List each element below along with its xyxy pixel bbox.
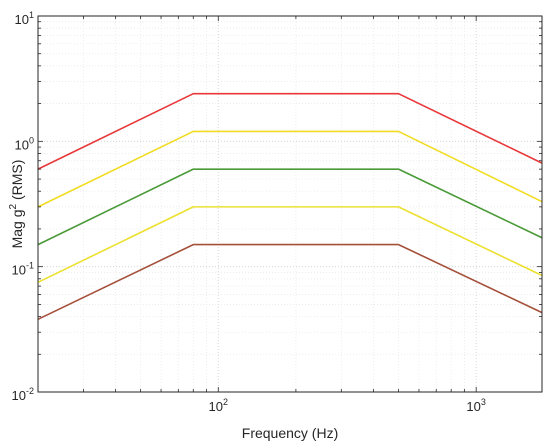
x-tick-label-base: 10 — [209, 399, 223, 414]
y-tick-label: 101 — [15, 10, 34, 27]
tick-marks — [37, 15, 542, 393]
series-line-3 — [37, 168, 543, 246]
y-axis-title-suffix: (RMS) — [9, 160, 25, 204]
major-grid — [38, 15, 542, 393]
minor-grid — [37, 16, 542, 392]
x-tick-label: 102 — [209, 397, 228, 414]
y-tick-label-exponent: -2 — [26, 386, 34, 396]
y-tick-label-base: 10 — [12, 263, 26, 278]
y-tick-label-exponent: 0 — [29, 135, 34, 145]
y-axis-title-superscript: 2 — [8, 203, 19, 209]
plot-frame — [37, 15, 543, 393]
y-axis-title: Mag g2 (RMS) — [8, 160, 25, 249]
y-tick-label-base: 10 — [12, 388, 26, 403]
y-tick-label-base: 10 — [15, 12, 29, 27]
y-axis-title-prefix: Mag g — [9, 209, 25, 248]
x-tick-label-exponent: 2 — [223, 397, 228, 407]
x-axis-title: Frequency (Hz) — [242, 425, 338, 441]
x-tick-label-base: 10 — [466, 399, 480, 414]
series-line-1 — [37, 92, 543, 170]
series-line-4 — [37, 206, 543, 284]
series-line-5 — [37, 243, 543, 321]
y-tick-label: 10-1 — [12, 261, 34, 278]
y-tick-label: 10-2 — [12, 386, 34, 403]
x-tick-label: 103 — [466, 397, 485, 414]
x-tick-label-exponent: 3 — [481, 397, 486, 407]
y-tick-label: 100 — [15, 135, 34, 152]
y-tick-label-exponent: 1 — [29, 10, 34, 20]
series-layer — [37, 92, 543, 321]
y-tick-label-base: 10 — [15, 137, 29, 152]
y-tick-label-exponent: -1 — [26, 261, 34, 271]
series-line-2 — [37, 130, 543, 208]
